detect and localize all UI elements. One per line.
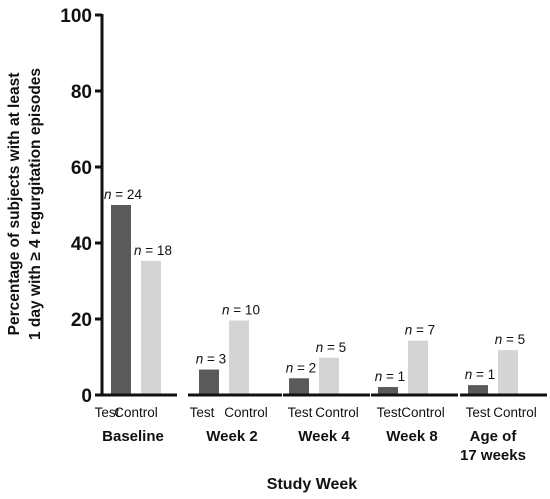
n-label-control: n = 10: [222, 303, 260, 318]
series-label-control: Control: [224, 405, 268, 420]
y-tick-label: 20: [71, 310, 92, 331]
series-label-control: Control: [315, 405, 359, 420]
category-label: Baseline: [102, 428, 164, 445]
n-label-test: n = 1: [375, 369, 405, 384]
bar-control: [229, 320, 249, 395]
y-tick-label: 60: [71, 158, 92, 179]
series-label-test: Test: [377, 405, 402, 420]
bars: n = 24 n = 3 n = 2 n = 1 n = 1 n = 18 n = 10 n …: [104, 187, 525, 395]
n-label-control: n = 5: [495, 332, 525, 347]
y-tick-label: 0: [81, 386, 92, 407]
bar-test: [111, 205, 131, 395]
bar-test: [468, 385, 488, 395]
series-label-test: Test: [95, 405, 120, 420]
n-label-control: n = 18: [134, 243, 172, 258]
category-label: Age of: [470, 428, 518, 445]
series-label-test: Test: [466, 405, 491, 420]
bar-control: [408, 340, 428, 395]
bar-control: [319, 357, 339, 395]
n-label-control: n = 5: [316, 340, 346, 355]
n-label-test: n = 3: [196, 352, 226, 367]
category-label: Week 4: [298, 428, 350, 445]
series-label-test: Test: [288, 405, 313, 420]
bar-control: [498, 350, 518, 395]
category-label: 17 weeks: [460, 447, 526, 464]
category-label: Week 2: [206, 428, 257, 445]
y-axis-title-line-1: Percentage of subjects with at least: [6, 73, 23, 336]
x-axis-title: Study Week: [267, 476, 358, 493]
y-tick-label: 40: [71, 234, 92, 255]
series-label-control: Control: [401, 405, 445, 420]
n-label-test: n = 2: [286, 360, 316, 375]
bar-test: [378, 387, 398, 395]
series-label-test: Test: [190, 405, 215, 420]
bar-control: [141, 260, 161, 395]
n-label-test: n = 24: [104, 187, 142, 202]
y-axis: 0 20 40 60 80 100: [60, 6, 104, 407]
series-label-control: Control: [493, 405, 537, 420]
n-label-control: n = 7: [405, 323, 435, 338]
bar-test: [289, 378, 309, 395]
category-label: Week 8: [386, 428, 437, 445]
series-label-control: Control: [114, 405, 158, 420]
y-axis-title-line-2: 1 day with ≥ 4 regurgitation episodes: [27, 68, 44, 340]
y-axis-title: Percentage of subjects with at least 1 d…: [6, 68, 44, 340]
bar-test: [199, 369, 219, 395]
y-tick-label: 80: [71, 82, 92, 103]
n-label-test: n = 1: [465, 367, 495, 382]
y-tick-label: 100: [60, 6, 92, 27]
